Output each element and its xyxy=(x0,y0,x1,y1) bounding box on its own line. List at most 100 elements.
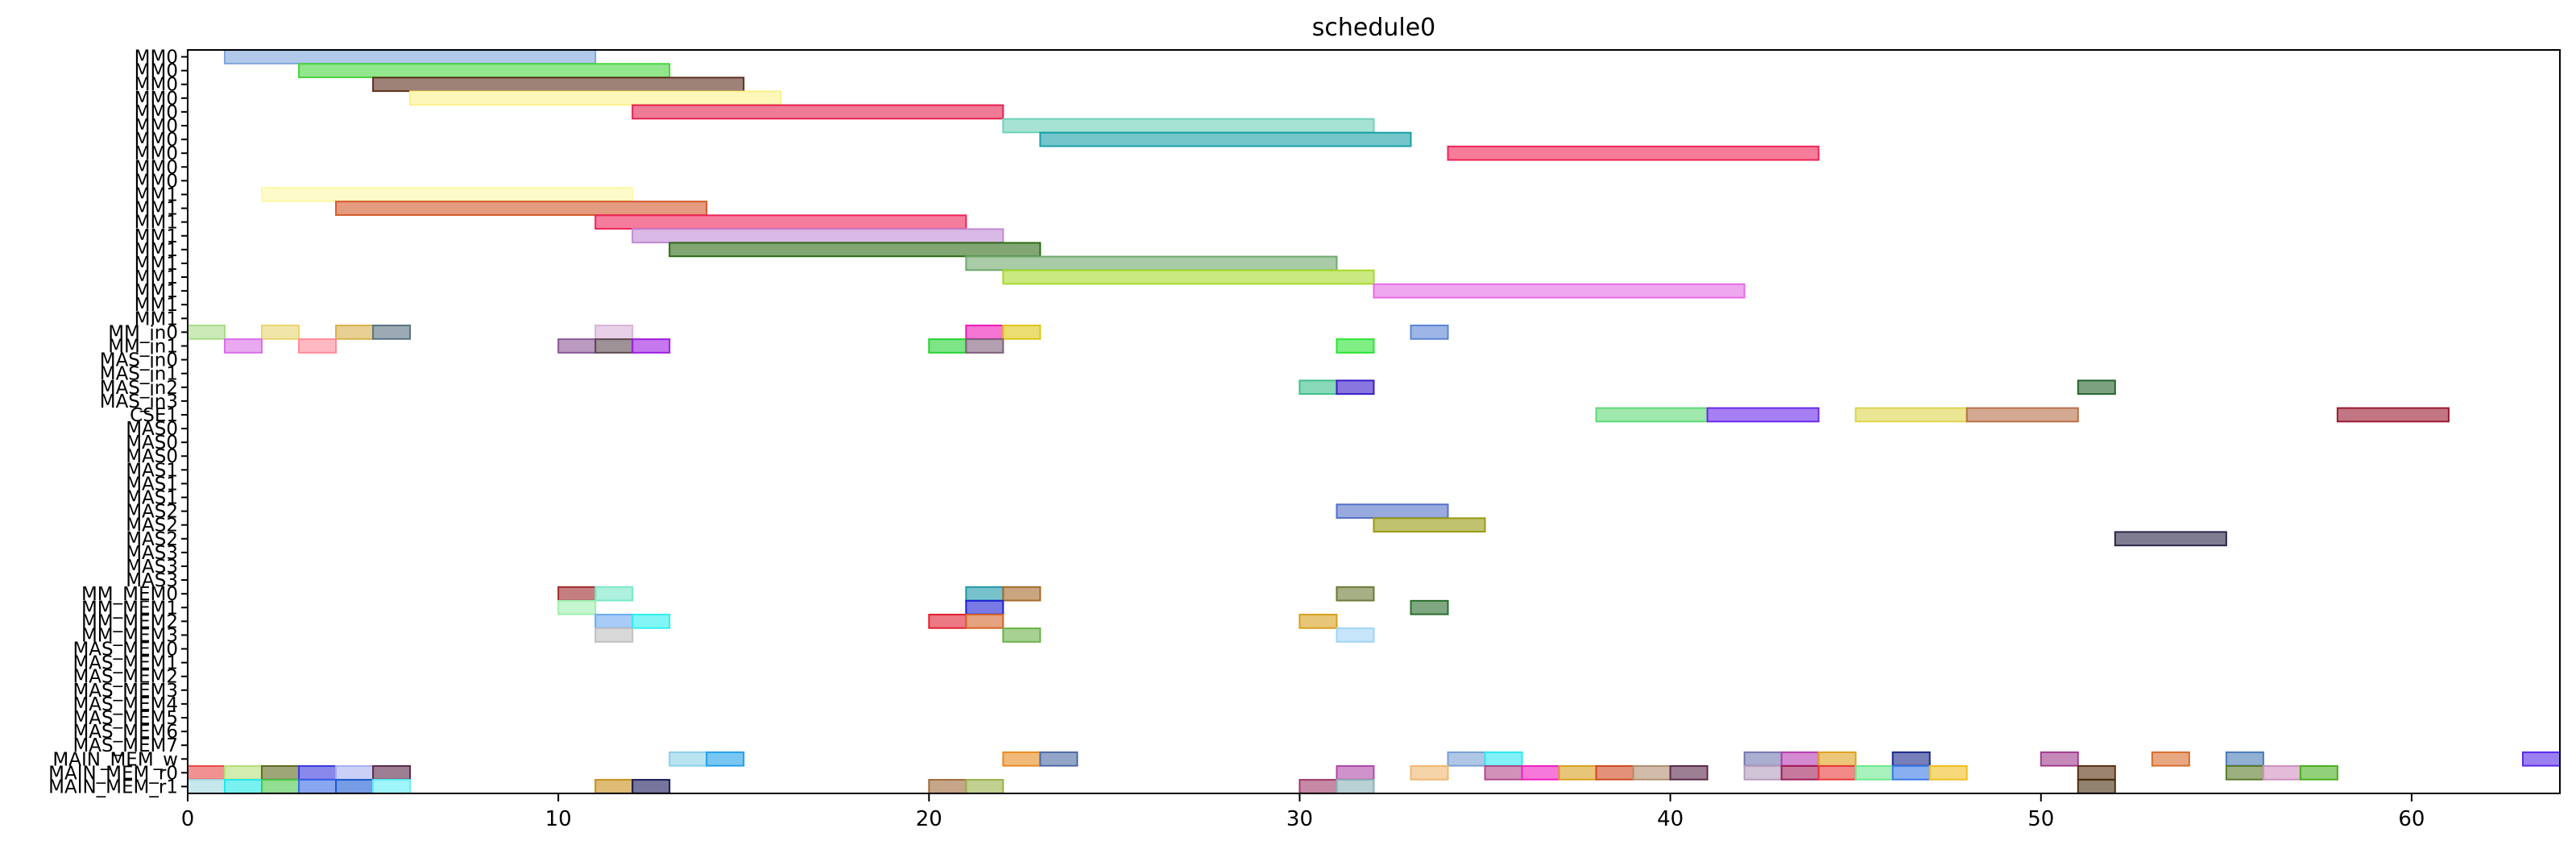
y-tick-label-36: MAS3 xyxy=(126,543,178,564)
y-tick-label-9: MM0 xyxy=(135,171,178,192)
y-tick-label-24: MAS_in2 xyxy=(100,378,178,399)
task-bar-15 xyxy=(1373,283,1746,299)
task-bar-65 xyxy=(1743,751,1783,767)
y-tick-label-37: MAS3 xyxy=(126,557,178,578)
task-bar-47 xyxy=(1336,586,1375,602)
y-tick-label-10: MM1 xyxy=(135,184,178,205)
task-bar-45 xyxy=(965,586,1004,602)
task-bar-26 xyxy=(557,338,597,354)
task-bar-27 xyxy=(594,338,634,354)
task-bar-19 xyxy=(372,325,412,340)
task-bar-13 xyxy=(965,255,1338,271)
task-bar-68 xyxy=(1891,751,1931,767)
y-tick-label-14: MM1 xyxy=(135,240,178,261)
task-bar-52 xyxy=(632,613,671,629)
task-bar-75 xyxy=(261,764,300,781)
task-bar-39 xyxy=(2336,407,2450,423)
task-bar-2 xyxy=(372,77,745,93)
task-bar-12 xyxy=(669,242,1042,258)
y-tick-label-41: MM_MEM2 xyxy=(81,611,178,632)
x-axis: 0 10 20 30 40 50 60 xyxy=(181,793,2425,831)
x-tick-label-3: 30 xyxy=(1286,807,1313,831)
task-bar-3 xyxy=(409,90,782,106)
task-bar-79 xyxy=(1336,764,1375,781)
task-bar-105 xyxy=(928,779,967,794)
task-bar-38 xyxy=(1965,407,2079,423)
task-bar-54 xyxy=(965,613,1004,629)
task-bar-91 xyxy=(1891,764,1931,781)
y-tick-label-22: MAS_in0 xyxy=(100,350,178,371)
task-bar-34 xyxy=(2077,379,2116,396)
task-bar-70 xyxy=(2151,751,2190,767)
task-bar-98 xyxy=(224,779,263,794)
task-bar-97 xyxy=(187,779,226,794)
y-tick-label-35: MAS2 xyxy=(126,529,178,550)
task-bar-36 xyxy=(1706,407,1820,423)
task-bar-81 xyxy=(1484,764,1523,781)
task-bar-104 xyxy=(632,779,671,794)
y-tick-label-34: MAS2 xyxy=(126,516,178,536)
task-bar-41 xyxy=(1373,517,1486,533)
y-tick-label-8: MM0 xyxy=(135,157,178,178)
task-bar-103 xyxy=(594,779,634,794)
task-bar-67 xyxy=(1817,751,1857,767)
y-tick-label-13: MM1 xyxy=(135,226,178,247)
task-bar-59 xyxy=(669,751,708,767)
y-tick-label-20: MM_in0 xyxy=(108,322,178,343)
y-tick-label-2: MM0 xyxy=(135,75,178,96)
task-bar-55 xyxy=(1298,613,1338,629)
task-bar-89 xyxy=(1817,764,1857,781)
task-bar-87 xyxy=(1743,764,1783,781)
task-bar-85 xyxy=(1632,764,1671,781)
task-bar-63 xyxy=(1447,751,1486,767)
task-bar-66 xyxy=(1780,751,1820,767)
task-bar-1 xyxy=(298,63,671,79)
task-bar-77 xyxy=(335,764,375,781)
task-bar-10 xyxy=(594,214,967,230)
task-bar-72 xyxy=(2521,751,2561,767)
y-tick-label-4: MM0 xyxy=(135,102,178,123)
task-bar-61 xyxy=(1002,751,1042,767)
y-tick-label-5: MM0 xyxy=(135,116,178,137)
task-bar-22 xyxy=(1002,325,1042,340)
x-tick-label-2: 20 xyxy=(916,807,942,831)
task-bar-96 xyxy=(2299,764,2338,781)
task-bar-4 xyxy=(632,104,1004,120)
task-bar-25 xyxy=(298,338,338,354)
task-bar-64 xyxy=(1484,751,1523,767)
task-bar-9 xyxy=(335,201,708,216)
task-bar-100 xyxy=(298,779,338,794)
task-bar-69 xyxy=(2040,751,2079,767)
y-tick-label-51: MAIN_MEM_w xyxy=(52,749,178,770)
task-bar-76 xyxy=(298,764,338,781)
task-bar-18 xyxy=(335,325,375,340)
y-tick-label-31: MAS1 xyxy=(126,474,178,495)
y-tick-label-48: MAS_MEM5 xyxy=(72,708,178,729)
task-bar-30 xyxy=(965,338,1004,354)
task-bar-37 xyxy=(1854,407,1968,423)
y-tick-label-7: MM0 xyxy=(135,143,178,164)
task-bar-109 xyxy=(2077,779,2116,794)
task-bar-24 xyxy=(224,338,263,354)
y-tick-label-27: MAS0 xyxy=(126,419,178,440)
y-tick-label-46: MAS_MEM3 xyxy=(72,681,178,702)
task-bar-71 xyxy=(2225,751,2264,767)
task-bar-49 xyxy=(965,599,1004,615)
task-bar-58 xyxy=(1336,627,1375,643)
y-tick-label-23: MAS_in1 xyxy=(100,364,178,385)
task-bar-108 xyxy=(1336,779,1375,794)
y-tick-label-12: MM1 xyxy=(135,213,178,234)
y-tick-label-49: MAS_MEM6 xyxy=(72,722,178,743)
task-bar-5 xyxy=(1002,118,1375,134)
y-tick-label-1: MM0 xyxy=(135,61,178,82)
task-bar-48 xyxy=(557,599,597,615)
task-bar-93 xyxy=(2077,764,2116,781)
x-tick-label-0: 0 xyxy=(181,807,195,831)
plot-frame xyxy=(187,49,2561,794)
y-tick-label-52: MAIN_MEM_r0 xyxy=(48,763,178,784)
task-bar-82 xyxy=(1521,764,1560,781)
y-tick-label-42: MM_MEM3 xyxy=(81,625,178,646)
task-bar-28 xyxy=(632,338,671,354)
task-bar-44 xyxy=(594,586,634,602)
